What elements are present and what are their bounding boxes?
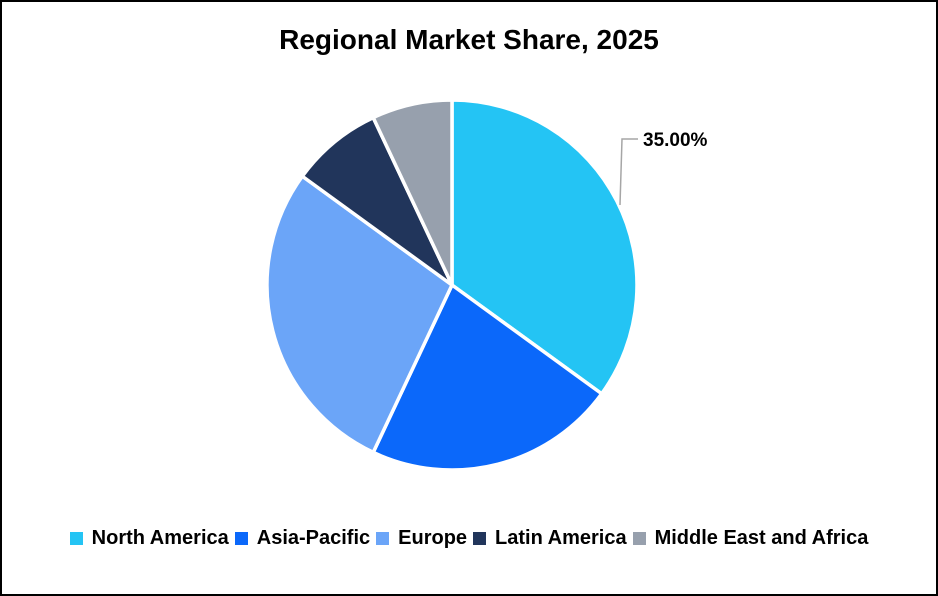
- legend-item-europe: Europe: [376, 527, 467, 550]
- legend-marker: [376, 531, 390, 545]
- pie-slice-latin-america: [300, 115, 454, 287]
- legend-marker: [69, 531, 83, 545]
- legend-label: Europe: [398, 526, 468, 549]
- legend-marker: [473, 531, 487, 545]
- data-label-north-america: 35.00%: [643, 130, 708, 151]
- legend-label: Middle East and Africa: [654, 526, 869, 549]
- legend-item-asia-pacific: Asia-Pacific: [234, 526, 371, 550]
- legend-marker: [632, 531, 646, 545]
- legend-label: North America: [91, 526, 229, 549]
- legend-item-middle-east-and-africa: Middle East and Africa: [632, 526, 869, 550]
- pie-slice-middle-east-and-africa: [371, 98, 454, 287]
- callout-leader-line: [619, 138, 638, 206]
- pie-chart: 35.00%: [265, 98, 708, 472]
- legend-item-latin-america: Latin America: [473, 527, 627, 550]
- legend-item-north-america: North America: [69, 526, 229, 550]
- pie-slice-europe: [265, 174, 454, 455]
- legend: North America Asia-Pacific Europe Latin Ame…: [2, 525, 936, 551]
- pie-slices: [265, 98, 639, 472]
- chart-title: Regional Market Share, 2025: [279, 24, 659, 55]
- legend-label: Latin America: [495, 526, 627, 549]
- legend-marker: [234, 531, 248, 545]
- pie-slice-north-america: [450, 98, 639, 396]
- legend-label: Asia-Pacific: [256, 526, 371, 549]
